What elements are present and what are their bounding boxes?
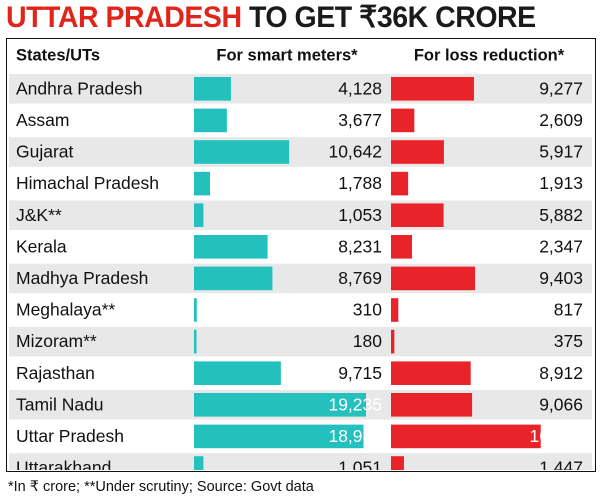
- smart-meters-bar: [194, 424, 364, 449]
- loss-reduction-bar: [391, 329, 395, 354]
- smart-meters-value: 18,956: [328, 426, 382, 446]
- loss-reduction-value: 2,347: [539, 236, 583, 256]
- smart-meters-value: 1,051: [338, 458, 382, 470]
- smart-meters-value: 1,788: [338, 173, 382, 193]
- category-label: Andhra Pradesh: [16, 78, 142, 98]
- loss-reduction-value: 16,746: [529, 426, 583, 446]
- loss-reduction-bar: [391, 266, 476, 291]
- smart-meters-value: 180: [353, 331, 382, 351]
- loss-reduction-bar: [391, 140, 444, 164]
- smart-meters-value: 4,128: [338, 78, 382, 98]
- loss-reduction-value: 2,609: [539, 110, 583, 130]
- smart-meters-value: 310: [353, 300, 382, 320]
- smart-meters-bar: [194, 456, 204, 470]
- smart-meters-bar: [194, 235, 268, 259]
- table-header: States/UTs For smart meters* For loss re…: [16, 46, 565, 64]
- category-label: Assam: [16, 110, 69, 130]
- category-label: J&K**: [16, 205, 62, 225]
- column-header-loss-reduction: For loss reduction*: [414, 46, 565, 64]
- smart-meters-value: 8,769: [338, 268, 382, 288]
- smart-meters-bar: [194, 298, 197, 322]
- loss-reduction-bar: [391, 424, 541, 449]
- category-label: Meghalaya**: [16, 300, 115, 320]
- loss-reduction-value: 375: [554, 331, 583, 351]
- title-rest: TO GET ₹36K CRORE: [241, 1, 536, 34]
- smart-meters-value: 10,642: [328, 142, 382, 162]
- smart-meters-value: 3,677: [338, 110, 382, 130]
- smart-meters-bar: [194, 140, 290, 164]
- smart-meters-value: 9,715: [338, 363, 382, 383]
- loss-reduction-bar: [391, 203, 444, 227]
- row-stripe: [9, 326, 592, 357]
- smart-meters-bar: [194, 171, 210, 196]
- bar-table: States/UTs For smart meters* For loss re…: [9, 46, 592, 470]
- row-stripe: [9, 137, 592, 167]
- category-label: Madhya Pradesh: [16, 268, 148, 288]
- loss-reduction-bar: [391, 393, 473, 417]
- loss-reduction-bar: [391, 108, 415, 133]
- smart-meters-value: 1,053: [338, 205, 382, 225]
- table-row: Tamil Nadu 19,235 9,066: [16, 393, 583, 417]
- loss-reduction-bar: [391, 235, 412, 259]
- row-stripe: [9, 74, 592, 104]
- data-table-frame: States/UTs For smart meters* For loss re…: [6, 38, 596, 472]
- smart-meters-bar: [194, 203, 204, 227]
- category-label: Mizoram**: [16, 331, 97, 351]
- table-row: Himachal Pradesh 1,788 1,913: [16, 171, 583, 196]
- table-row: Assam 3,677 2,609: [16, 108, 583, 133]
- category-label: Uttar Pradesh: [16, 426, 124, 446]
- table-row: Mizoram** 180 375: [16, 329, 583, 354]
- row-stripe: [9, 263, 592, 294]
- smart-meters-bar: [194, 393, 366, 417]
- column-header-states: States/UTs: [16, 46, 100, 64]
- column-header-smart-meters: For smart meters*: [216, 46, 358, 64]
- smart-meters-bar: [194, 361, 281, 385]
- table-row: Meghalaya** 310 817: [16, 298, 583, 322]
- title-highlight: UTTAR PRADESH: [6, 1, 242, 34]
- smart-meters-bar: [194, 77, 231, 101]
- category-label: Tamil Nadu: [16, 394, 104, 414]
- table-row: Uttar Pradesh 18,956 16,746: [16, 424, 583, 449]
- table-row: Gujarat 10,642 5,917: [16, 140, 583, 164]
- loss-reduction-bar: [391, 456, 404, 470]
- category-label: Gujarat: [16, 142, 74, 162]
- loss-reduction-bar: [391, 77, 474, 101]
- loss-reduction-value: 8,912: [539, 363, 583, 383]
- loss-reduction-value: 9,403: [539, 268, 583, 288]
- table-row: Rajasthan 9,715 8,912: [16, 361, 583, 385]
- loss-reduction-value: 1,913: [539, 173, 583, 193]
- smart-meters-bar: [194, 329, 197, 354]
- row-stripe: [9, 453, 592, 470]
- loss-reduction-value: 5,882: [539, 205, 583, 225]
- loss-reduction-value: 817: [554, 300, 583, 320]
- category-label: Rajasthan: [16, 363, 95, 383]
- table-row: J&K** 1,053 5,882: [16, 203, 583, 227]
- table-row: Kerala 8,231 2,347: [16, 235, 583, 259]
- category-label: Kerala: [16, 236, 67, 256]
- loss-reduction-bar: [391, 298, 399, 322]
- loss-reduction-value: 9,066: [539, 394, 583, 414]
- table-row: Uttarakhand 1,051 1,447: [16, 456, 583, 470]
- table-row: Andhra Pradesh 4,128 9,277: [16, 77, 583, 101]
- loss-reduction-bar: [391, 361, 471, 385]
- smart-meters-value: 19,235: [328, 394, 382, 414]
- loss-reduction-value: 1,447: [539, 458, 583, 470]
- loss-reduction-value: 9,277: [539, 78, 583, 98]
- footnote: *In ₹ crore; **Under scrutiny; Source: G…: [8, 479, 314, 495]
- table-row: Madhya Pradesh 8,769 9,403: [16, 266, 583, 291]
- table-rows: Andhra Pradesh 4,128 9,277 Assam 3,677 2,609 G…: [16, 77, 583, 470]
- loss-reduction-bar: [391, 171, 409, 196]
- smart-meters-bar: [194, 108, 227, 133]
- chart-title: UTTAR PRADESH TO GET ₹36K CRORE: [6, 0, 567, 36]
- smart-meters-value: 8,231: [338, 236, 382, 256]
- smart-meters-bar: [194, 266, 273, 291]
- loss-reduction-value: 5,917: [539, 142, 583, 162]
- row-stripe: [9, 200, 592, 230]
- category-label: Uttarakhand: [16, 458, 111, 470]
- category-label: Himachal Pradesh: [16, 173, 159, 193]
